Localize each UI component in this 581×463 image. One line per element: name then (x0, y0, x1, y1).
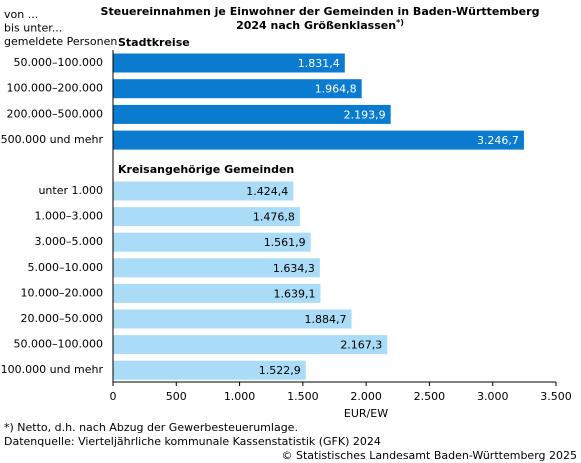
bar (113, 104, 391, 124)
value-label: 2.167,3 (340, 339, 382, 352)
group-header: Kreisangehörige Gemeinden (118, 163, 294, 176)
bar (113, 79, 362, 99)
x-tick-label: 0 (110, 390, 117, 403)
y-tick-label: 50.000–100.000 (14, 338, 103, 351)
y-tick-label: 50.000–100.000 (14, 56, 103, 69)
value-label: 2.193,9 (344, 108, 386, 121)
y-tick-label: 100.000–200.000 (7, 82, 103, 95)
chart-title: Steuereinnahmen je Einwohner der Gemeind… (101, 5, 540, 18)
bar (113, 232, 311, 252)
y-tick-label: 20.000–50.000 (21, 312, 103, 325)
category-header: bis unter... (4, 22, 62, 35)
chart-title-line: 2024 nach Größenklassen (236, 19, 396, 32)
x-tick-label: 3.000 (477, 390, 509, 403)
y-tick-label: 5.000–10.000 (28, 261, 103, 274)
bar (113, 181, 294, 201)
value-label: 1.424,4 (246, 185, 288, 198)
bar (113, 207, 300, 227)
y-tick-label: 500.000 und mehr (1, 133, 104, 146)
category-header: von ... (4, 8, 38, 21)
value-label: 1.634,3 (273, 262, 315, 275)
title-note: *) (396, 18, 404, 27)
value-label: 1.831,4 (298, 57, 340, 70)
footnote: *) Netto, d.h. nach Abzug der Gewerbeste… (4, 421, 298, 434)
value-label: 1.561,9 (264, 236, 306, 249)
y-tick-label: 200.000–500.000 (7, 107, 103, 120)
bar (113, 335, 388, 355)
chart-title: 2024 nach Größenklassen*) (236, 18, 404, 33)
y-tick-label: 10.000–20.000 (21, 286, 103, 299)
bar (113, 360, 306, 380)
x-tick-label: 1.000 (224, 390, 256, 403)
y-tick-label: 1.000–3.000 (35, 210, 103, 223)
footnote: Datenquelle: Vierteljährliche kommunale … (4, 435, 381, 448)
bar (113, 258, 320, 278)
copyright: © Statistisches Landesamt Baden-Württemb… (281, 449, 577, 462)
bar (113, 130, 524, 150)
bar (113, 53, 345, 73)
value-label: 1.884,7 (305, 313, 347, 326)
x-tick-label: 3.500 (540, 390, 572, 403)
y-tick-label: 100.000 und mehr (1, 363, 104, 376)
x-tick-label: 2.000 (350, 390, 382, 403)
value-label: 1.476,8 (253, 211, 295, 224)
value-label: 3.246,7 (477, 134, 519, 147)
bar (113, 283, 321, 303)
y-tick-label: unter 1.000 (38, 184, 103, 197)
category-header: gemeldete Personen (4, 35, 117, 48)
x-tick-label: 2.500 (414, 390, 446, 403)
x-axis-label: EUR/EW (344, 407, 388, 420)
y-tick-label: 3.000–5.000 (35, 235, 103, 248)
value-label: 1.639,1 (273, 287, 315, 300)
group-header: Stadtkreise (118, 36, 190, 49)
value-label: 1.964,8 (315, 83, 357, 96)
bar (113, 309, 352, 329)
value-label: 1.522,9 (259, 364, 301, 377)
x-tick-label: 500 (166, 390, 187, 403)
x-tick-label: 1.500 (287, 390, 319, 403)
